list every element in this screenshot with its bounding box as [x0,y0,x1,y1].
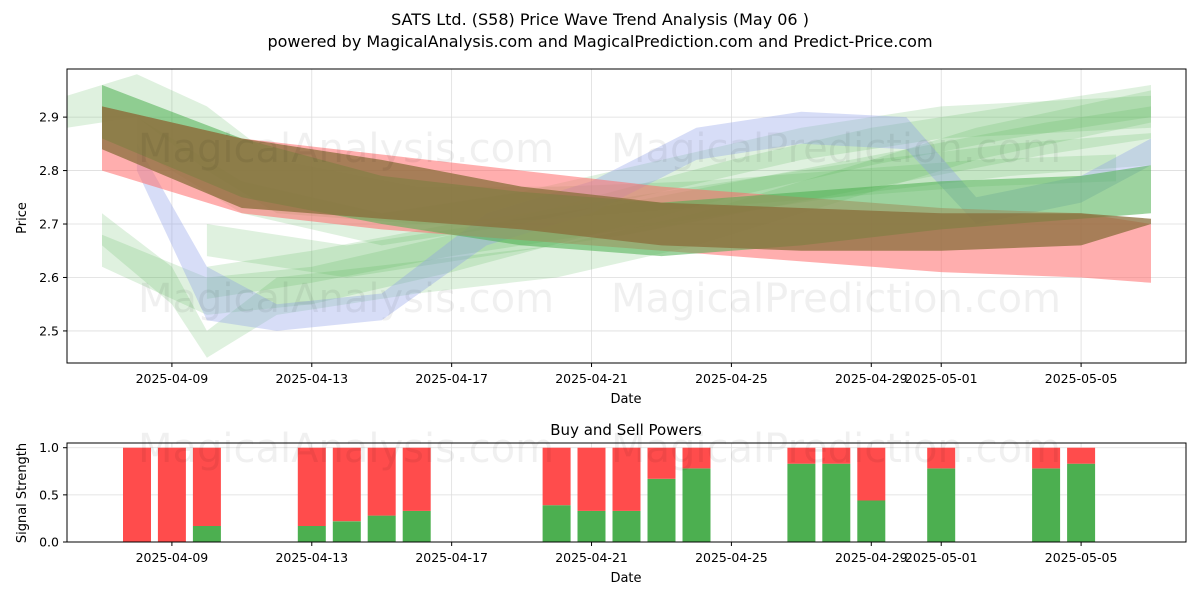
sell-bar-0 [123,447,151,542]
signal-axis-ticks: 2025-04-09 2025-04-13 2025-04-17 2025-04-21… [39,440,1117,565]
signal-x-tick-label-3: 2025-04-21 [555,550,628,565]
chart-title: SATS Ltd. (S58) Price Wave Trend Analysi… [391,10,809,29]
signal-x-tick-label-1: 2025-04-13 [275,550,348,565]
price-y-tick-label-2: 2.7 [39,217,59,232]
sell-bar-12 [787,447,816,464]
sell-bar-6 [402,447,431,511]
sell-bar-13 [822,447,851,464]
price-y-tick-label-1: 2.6 [39,270,59,285]
buy-bar-3 [297,526,326,542]
sell-bar-4 [332,447,361,522]
price-x-tick-label-2: 2025-04-17 [415,371,488,386]
signal-x-tick-label-4: 2025-04-25 [695,550,768,565]
price-y-axis-label: Price [15,202,30,234]
signal-y-tick-label-0: 0.0 [39,535,59,550]
sell-bar-9 [612,447,641,511]
signal-x-tick-label-0: 2025-04-09 [136,550,209,565]
price-band-brown-1 [102,106,1151,251]
watermark-prediction-bottom: MagicalPrediction.com [611,426,1061,472]
buy-bar-4 [332,521,361,542]
price-band-lightgreen-7 [136,95,1151,246]
buy-bar-12 [787,463,816,542]
sell-bar-5 [367,447,396,516]
sell-bar-8 [577,447,606,511]
price-plot-frame [66,68,1187,364]
signal-y-tick-label-1: 0.5 [39,487,59,502]
buy-bar-9 [612,510,641,542]
buy-bar-7 [542,505,571,542]
watermark-analysis-mid: MagicalAnalysis.com [138,276,554,322]
price-band-lightgreen-9 [206,106,1151,278]
price-x-tick-label-4: 2025-04-25 [695,371,768,386]
price-x-tick-label-5: 2025-04-29 [835,371,908,386]
signal-x-axis-label: Date [610,571,641,586]
signal-x-tick-label-5: 2025-04-29 [835,550,908,565]
buy-bar-10 [647,478,676,542]
buy-bar-11 [682,468,711,542]
price-band-blue-3 [136,111,1151,331]
price-axis-ticks: 2025-04-09 2025-04-13 2025-04-17 2025-04-21… [39,110,1117,386]
price-x-axis-label: Date [610,392,641,407]
sell-bar-15 [927,447,956,469]
watermark-prediction-top: MagicalPrediction.com [611,126,1061,172]
price-x-tick-label-1: 2025-04-13 [275,371,348,386]
buy-bar-5 [367,515,396,542]
price-x-tick-label-6: 2025-05-01 [905,371,978,386]
watermark-analysis-bottom: MagicalAnalysis.com [138,426,554,472]
signal-x-tick-label-2: 2025-04-17 [415,550,488,565]
price-x-tick-label-3: 2025-04-21 [555,371,628,386]
buy-bar-16 [1032,468,1061,542]
sell-bar-17 [1067,447,1096,464]
sell-bar-2 [192,447,221,526]
sell-bar-11 [682,447,711,469]
sell-bar-1 [157,447,186,542]
buy-bar-6 [402,510,431,542]
watermark-analysis-top: MagicalAnalysis.com [138,126,554,172]
signal-y-tick-label-2: 1.0 [39,440,59,455]
buy-bar-17 [1067,463,1096,542]
sell-bar-10 [647,447,676,479]
sell-bar-14 [857,447,886,501]
price-y-tick-label-3: 2.8 [39,163,59,178]
buy-bar-2 [192,526,221,542]
signal-chart-title: Buy and Sell Powers [550,421,702,439]
sell-bar-16 [1032,447,1061,469]
signal-x-tick-label-6: 2025-05-01 [905,550,978,565]
buy-bar-15 [927,468,956,542]
price-x-tick-label-7: 2025-05-05 [1045,371,1118,386]
price-bands [67,74,1151,358]
price-y-tick-label-4: 2.9 [39,110,59,125]
signal-y-axis-label: Signal Strength [15,443,30,543]
buy-bar-8 [577,510,606,542]
price-x-tick-label-0: 2025-04-09 [136,371,209,386]
signal-x-tick-label-7: 2025-05-05 [1045,550,1118,565]
price-band-lightgreen-5 [102,90,1151,358]
watermark-prediction-mid: MagicalPrediction.com [611,276,1061,322]
buy-bar-14 [857,500,886,542]
signal-bars [123,447,1096,542]
price-y-tick-label-0: 2.5 [39,323,59,338]
signal-plot-frame [66,442,1187,543]
buy-bar-13 [822,463,851,542]
sell-bar-3 [297,447,326,526]
chart-subtitle: powered by MagicalAnalysis.com and Magic… [267,32,932,51]
sell-bar-7 [542,447,571,506]
